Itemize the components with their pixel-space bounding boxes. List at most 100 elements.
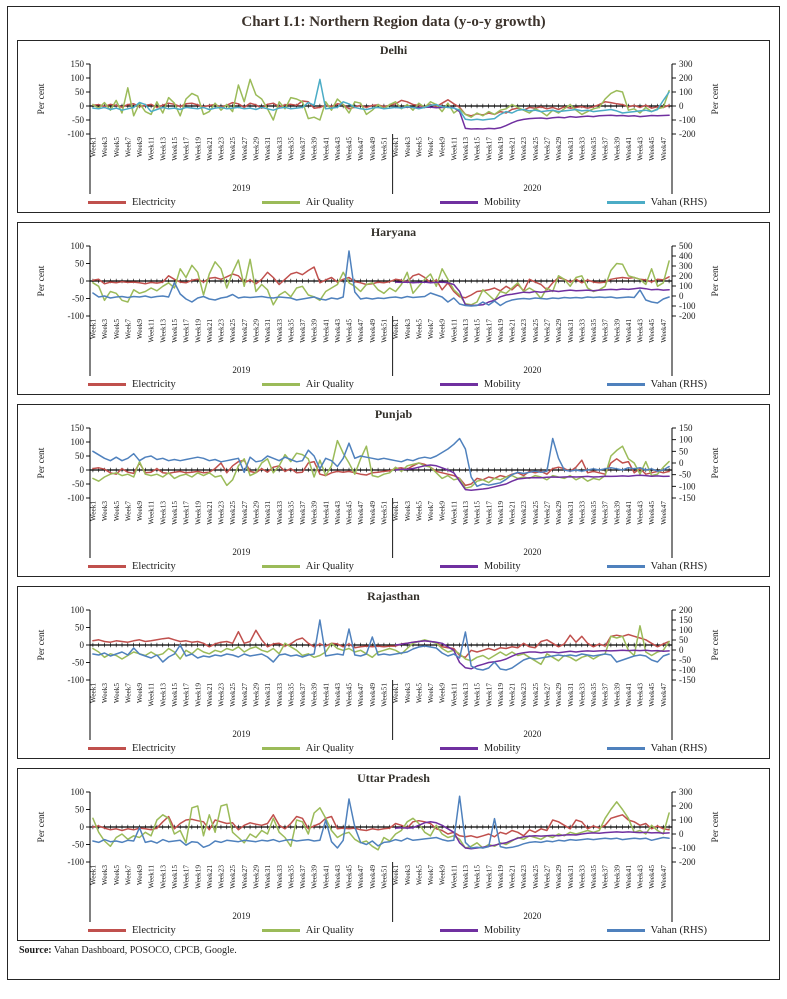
x-tick-labels: Week1 Week3 Week5 Week7 Week9 Week11 Week13 Wee… <box>89 319 668 343</box>
week-label: Week19 <box>193 683 202 707</box>
legend-swatch-electricity <box>88 564 126 569</box>
left-tick-label: 50 <box>75 451 85 461</box>
week-label: Week23 <box>217 865 226 889</box>
left-tick-label: 100 <box>71 437 85 447</box>
week-label: Week23 <box>217 319 226 343</box>
legend-label-air-quality: Air Quality <box>305 561 354 572</box>
week-label: Week37 <box>298 137 307 161</box>
week-label: Week17 <box>484 319 493 343</box>
week-label: Week41 <box>321 137 330 161</box>
right-tick-label: 500 <box>679 241 693 251</box>
week-label: Week31 <box>566 137 575 161</box>
week-label: Week51 <box>380 683 389 707</box>
chart-title: Chart I.1: Northern Region data (y-o-y g… <box>241 14 546 30</box>
week-label: Week5 <box>112 137 121 157</box>
week-label: Week49 <box>368 865 377 889</box>
week-label: Week3 <box>100 319 109 339</box>
left-axis-title: Per cent <box>37 629 47 660</box>
right-tick-label: 150 <box>679 423 693 433</box>
week-label: Week31 <box>263 501 272 525</box>
week-label: Week17 <box>182 865 191 889</box>
legend-item-electricity: Electricity <box>88 561 176 572</box>
week-label: Week27 <box>542 319 551 343</box>
week-label: Week51 <box>380 501 389 525</box>
week-label: Week5 <box>112 319 121 339</box>
week-label: Week25 <box>228 319 237 343</box>
week-label: Week43 <box>333 501 342 525</box>
right-tick-label: 0 <box>679 101 684 111</box>
week-label: Week35 <box>589 319 598 343</box>
week-label: Week35 <box>589 137 598 161</box>
week-label: Week23 <box>519 865 528 889</box>
series-air-quality <box>92 78 670 121</box>
week-label: Week1 <box>89 865 98 885</box>
legend-item-vahan-rhs: Vahan (RHS) <box>606 743 707 754</box>
week-label: Week27 <box>240 683 249 707</box>
series-mobility <box>394 281 670 307</box>
week-label: Week17 <box>182 319 191 343</box>
week-label: Week31 <box>263 137 272 161</box>
week-label: Week47 <box>659 319 668 343</box>
left-tick-label: 50 <box>75 87 85 97</box>
legend-item-air-quality: Air Quality <box>261 379 354 390</box>
week-label: Week27 <box>542 137 551 161</box>
legend-rajasthan: Electricity Air Quality Mobility Vahan (RHS… <box>18 743 769 758</box>
panel-title-delhi: Delhi <box>379 43 408 57</box>
week-label: Week27 <box>542 501 551 525</box>
panel-title-rajasthan: Rajasthan <box>367 589 420 603</box>
right-tick-label: 100 <box>679 625 693 635</box>
left-tick-label: 100 <box>71 73 85 83</box>
chart-haryana: 100500-50-1005004003002001000-100-200Per… <box>37 241 721 376</box>
week-label: Week35 <box>589 501 598 525</box>
week-label: Week43 <box>636 865 645 889</box>
right-axis-title: Per cent <box>711 83 721 114</box>
week-label: Week31 <box>566 683 575 707</box>
week-label: Week17 <box>484 501 493 525</box>
week-label: Week33 <box>577 137 586 161</box>
week-label: Week13 <box>158 319 167 343</box>
legend-punjab: Electricity Air Quality Mobility Vahan (RHS… <box>18 561 769 576</box>
week-label: Week9 <box>135 319 144 339</box>
week-label: Week47 <box>356 501 365 525</box>
right-tick-label: 200 <box>679 271 693 281</box>
week-label: Week33 <box>275 683 284 707</box>
panel-punjab: Punjab 150 100 50 0 -50 -100 150 100 50 0 -50 -100 -1… <box>17 404 770 577</box>
week-label: Week35 <box>589 683 598 707</box>
left-axis-title: Per cent <box>37 83 47 114</box>
week-label: Week39 <box>310 683 319 707</box>
week-label: Week7 <box>426 319 435 339</box>
week-label: Week9 <box>135 865 144 885</box>
legend-item-mobility: Mobility <box>439 743 521 754</box>
source-text: Vahan Dashboard, POSOCO, CPCB, Google. <box>51 945 237 956</box>
week-label: Week11 <box>449 137 458 161</box>
legend-swatch-electricity <box>88 382 126 387</box>
right-tick-label: -100 <box>679 115 696 125</box>
legend-item-electricity: Electricity <box>88 925 176 936</box>
week-label: Week9 <box>438 501 447 521</box>
week-label: Week13 <box>158 137 167 161</box>
week-label: Week1 <box>391 501 400 521</box>
week-label: Week15 <box>473 501 482 525</box>
right-tick-label: 0 <box>679 458 684 468</box>
week-label: Week51 <box>380 319 389 343</box>
week-label: Week37 <box>601 865 610 889</box>
y-axis-left: 150 100 50 0 -50 -100 <box>68 59 90 139</box>
week-label: Week27 <box>542 683 551 707</box>
week-label: Week39 <box>310 865 319 889</box>
week-label: Week13 <box>461 319 470 343</box>
legend-label-electricity: Electricity <box>132 561 176 572</box>
legend-swatch-mobility <box>439 200 478 205</box>
week-label: Week15 <box>473 137 482 161</box>
week-label: Week41 <box>321 501 330 525</box>
panels-container: Delhi 150 100 50 0 -50 -100 300 200 100 0 -100 -200 P… <box>17 40 770 941</box>
week-label: Week45 <box>345 683 354 707</box>
week-label: Week37 <box>298 319 307 343</box>
source-note: Source: Vahan Dashboard, POSOCO, CPCB, G… <box>19 945 770 956</box>
week-label: Week21 <box>508 865 517 889</box>
legend-item-vahan-rhs: Vahan (RHS) <box>606 379 707 390</box>
week-label: Week35 <box>589 865 598 889</box>
legend-item-mobility: Mobility <box>439 925 521 936</box>
week-label: Week19 <box>193 501 202 525</box>
legend-swatch-vahan-rhs <box>606 564 645 569</box>
